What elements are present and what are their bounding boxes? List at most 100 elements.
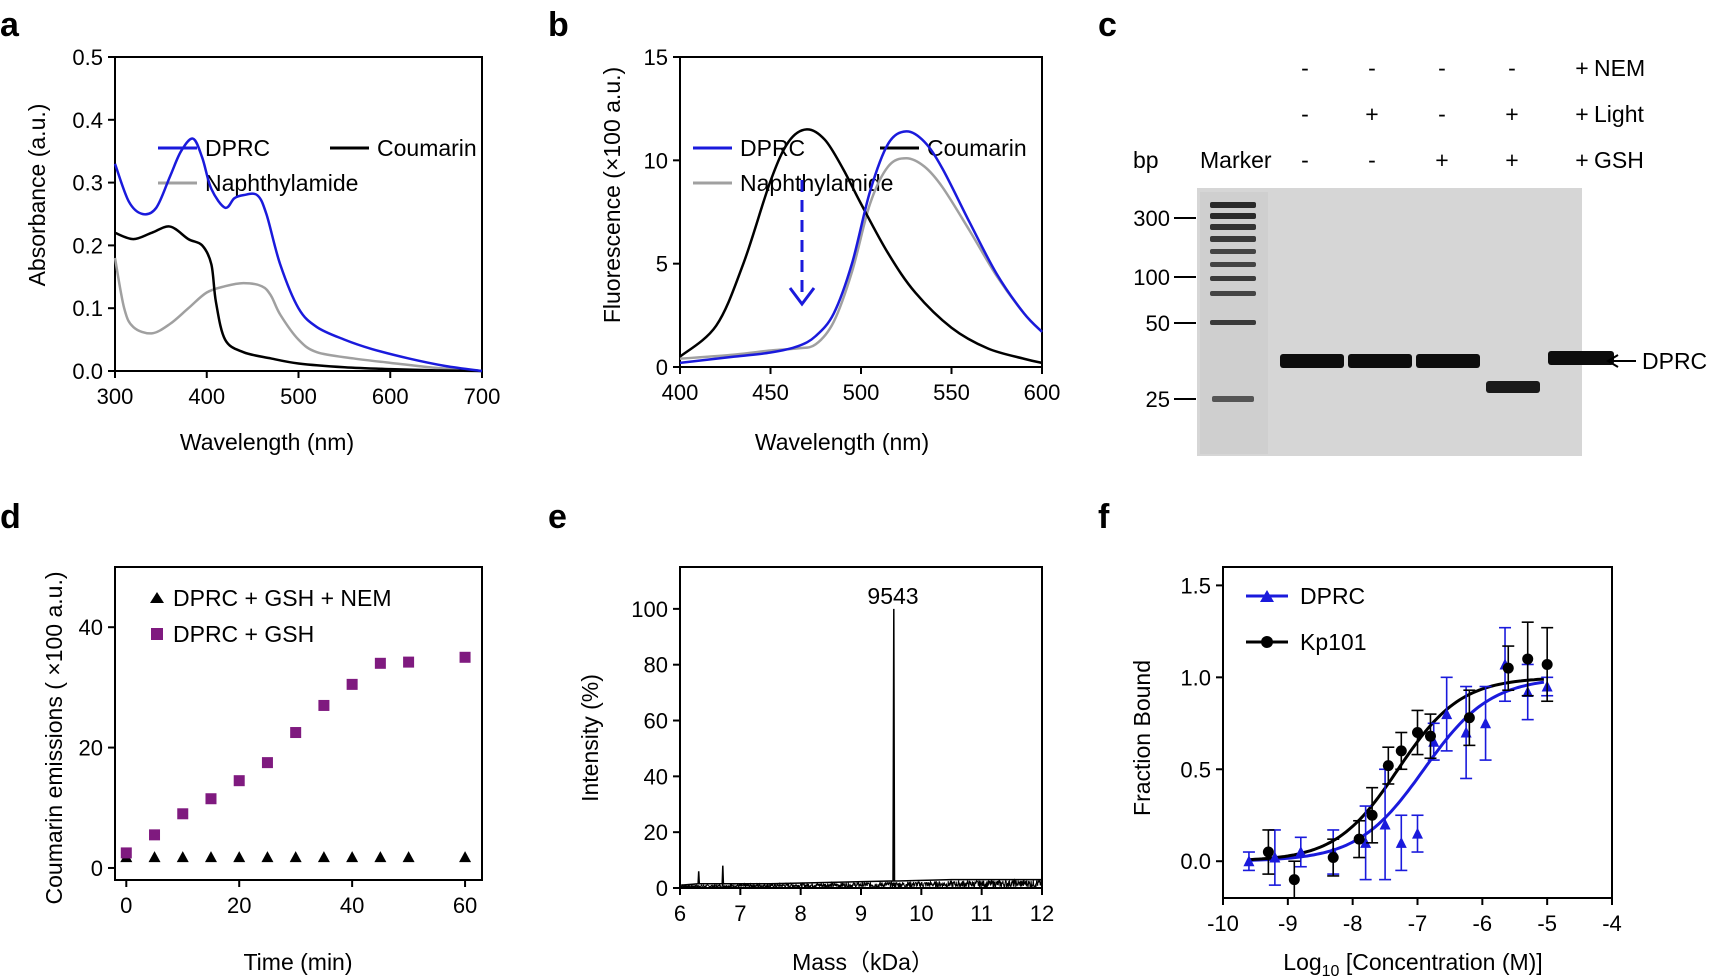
e-ytick-label: 60	[644, 709, 668, 734]
gel-band-lane4	[1486, 381, 1540, 393]
c-condition-gsh-5: +	[1575, 147, 1588, 173]
d-point-gsh	[290, 727, 302, 739]
d-ytick-label: 0	[91, 856, 103, 881]
c-condition-gsh-1: -	[1301, 147, 1309, 173]
decrease-arrow-head	[788, 287, 816, 307]
e-xlabel: Mass（kDa）	[792, 949, 934, 975]
c-band-label-dprc: DPRC	[1642, 348, 1707, 374]
e-spectrum-peaks	[679, 608, 1042, 886]
d-point-gsh	[374, 657, 386, 669]
b-legend-dprc: DPRC	[740, 135, 805, 161]
c-condition-gsh-3: +	[1435, 147, 1448, 173]
f-xtick-label: -10	[1207, 911, 1239, 936]
a-ytick-label: 0.3	[72, 171, 103, 196]
b-ytick-label: 0	[656, 355, 668, 380]
ladder-band	[1210, 213, 1256, 219]
f-point-kp101	[1353, 833, 1365, 845]
e-ytick-label: 40	[644, 764, 668, 789]
f-legend-dprc-marker	[1260, 590, 1274, 602]
dprc-band-arrowhead	[1606, 354, 1619, 368]
b-ylabel: Fluorescence (×100 a.u.)	[599, 67, 625, 323]
f-legend-kp101: Kp101	[1300, 629, 1367, 655]
f-point-kp101	[1262, 846, 1274, 858]
a-series-naphthylamide	[113, 257, 483, 373]
chart-mass-spectrum: Mass（kDa） Intensity (%) 9543 6 7 8 9 10 11 12 0…	[577, 566, 1054, 975]
a-series-dprc	[113, 137, 483, 373]
e-xtick-label: 9	[855, 901, 867, 926]
e-xtick-label: 6	[674, 901, 686, 926]
chart-binding-curve: Log10 [Concentration (M)] Fraction Bound…	[1129, 566, 1622, 976]
d-xtick-label: 60	[453, 893, 477, 918]
c-condition-light-5: +	[1575, 101, 1588, 127]
a-ytick-label: 0.5	[72, 45, 103, 70]
f-point-kp101	[1412, 727, 1423, 738]
b-ytick-label: 15	[644, 45, 668, 70]
d-ylabel: Coumarin emissions ( ×100 a.u.)	[41, 571, 67, 904]
d-ytick-label: 40	[79, 615, 103, 640]
d-point-gsh	[149, 829, 161, 841]
a-legend-dprc: DPRC	[205, 135, 270, 161]
f-xlabel: Log10 [Concentration (M)]	[1283, 949, 1542, 976]
ladder-band	[1210, 276, 1256, 281]
d-point-nem	[317, 851, 330, 863]
gel-band-lane3	[1416, 354, 1480, 368]
c-condition-gsh-4: +	[1505, 147, 1518, 173]
f-xtick-label: -8	[1343, 911, 1363, 936]
b-series-coumarin	[679, 128, 1043, 365]
ladder-band	[1210, 224, 1256, 230]
f-point-kp101	[1366, 809, 1378, 821]
f-point-kp101	[1541, 658, 1553, 670]
d-legend-nem-marker	[150, 592, 164, 603]
e-ytick-label: 80	[644, 653, 668, 678]
chart-coumarin-emissions: Time (min) Coumarin emissions ( ×100 a.u…	[41, 566, 483, 975]
c-condition-light-2: +	[1365, 101, 1378, 127]
c-condition-light-1: -	[1301, 101, 1309, 127]
c-marker-label: Marker	[1200, 147, 1272, 173]
d-point-gsh	[120, 847, 132, 859]
c-size-25: 25	[1146, 387, 1170, 412]
d-plot-frame	[114, 566, 483, 881]
d-legend-gsh: DPRC + GSH	[173, 621, 314, 647]
gel-band-lane5	[1548, 351, 1614, 365]
d-xtick-label: 0	[120, 893, 132, 918]
c-condition-light-3: -	[1438, 101, 1446, 127]
f-point-kp101	[1327, 852, 1339, 864]
b-xtick-label: 500	[843, 380, 880, 405]
f-point-dprc	[1480, 717, 1492, 729]
a-xtick-label: 600	[372, 384, 409, 409]
b-legend-coumarin: Coumarin	[927, 135, 1027, 161]
panel-letter-e: e	[548, 498, 567, 536]
d-point-nem	[204, 851, 217, 863]
c-condition-nem-1: -	[1301, 55, 1309, 81]
a-ylabel: Absorbance (a.u.)	[24, 104, 50, 287]
d-point-nem	[459, 851, 472, 863]
panel-letter-b: b	[548, 6, 569, 44]
d-point-gsh	[205, 793, 217, 805]
a-legend-naphthylamide: Naphthylamide	[205, 170, 358, 196]
a-xtick-label: 400	[188, 384, 225, 409]
f-point-dprc	[1412, 827, 1423, 839]
d-ytick-label: 20	[79, 736, 103, 761]
ladder-band	[1212, 396, 1254, 402]
f-fit-dprc	[1248, 680, 1545, 862]
d-point-nem	[261, 851, 274, 863]
d-point-gsh	[318, 699, 330, 711]
c-condition-light-4: +	[1505, 101, 1518, 127]
c-condition-nem-5: +	[1575, 55, 1588, 81]
f-point-dprc	[1441, 708, 1453, 720]
f-point-dprc	[1295, 846, 1307, 858]
ladder-band	[1210, 202, 1256, 208]
c-size-100: 100	[1133, 265, 1170, 290]
f-point-dprc	[1360, 836, 1372, 848]
b-xtick-label: 400	[662, 380, 699, 405]
a-series-coumarin	[114, 225, 483, 373]
e-xtick-label: 8	[795, 901, 807, 926]
d-xtick-label: 40	[340, 893, 364, 918]
c-row-label-light: Light	[1594, 101, 1644, 127]
f-ytick-label: 1.5	[1180, 573, 1211, 598]
b-xtick-label: 450	[752, 380, 789, 405]
d-point-gsh	[403, 656, 415, 668]
b-xtick-label: 550	[933, 380, 970, 405]
gel-panel: NEM Light GSH bp Marker 300 100 50 25	[1133, 55, 1707, 456]
